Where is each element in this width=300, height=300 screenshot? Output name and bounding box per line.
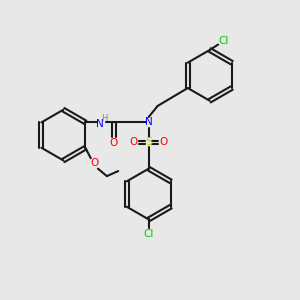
Text: Cl: Cl bbox=[219, 36, 229, 46]
Text: H: H bbox=[101, 114, 107, 123]
Text: O: O bbox=[130, 137, 138, 147]
Text: S: S bbox=[145, 137, 152, 147]
Text: N: N bbox=[145, 117, 153, 128]
Text: O: O bbox=[110, 138, 118, 148]
Text: N: N bbox=[95, 119, 103, 129]
Text: O: O bbox=[90, 158, 98, 168]
Text: Cl: Cl bbox=[143, 229, 154, 239]
Text: O: O bbox=[160, 137, 168, 147]
